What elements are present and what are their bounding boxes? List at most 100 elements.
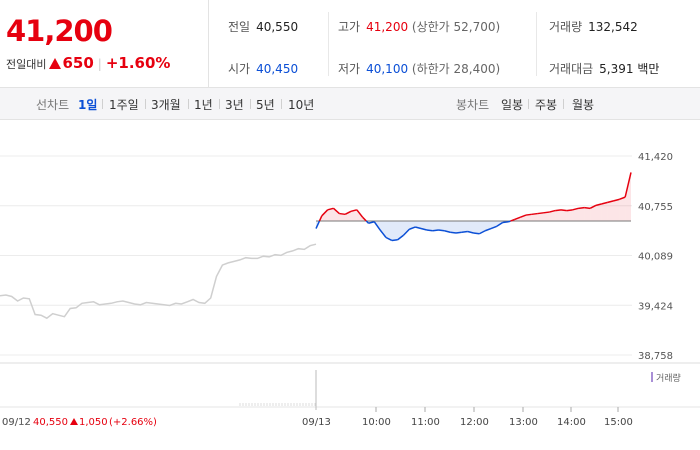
today-series-line: [537, 212, 544, 215]
today-series-fill: [543, 212, 550, 222]
today-series-line: [315, 220, 321, 229]
today-series-line: [332, 207, 340, 215]
period-3m[interactable]: 3개월: [151, 98, 181, 112]
prev-day-change: 1,050: [79, 417, 108, 428]
today-series-line: [490, 225, 498, 230]
today-series-fill: [386, 221, 392, 241]
today-series-line: [578, 206, 585, 210]
x-tick-label: 14:00: [557, 417, 586, 428]
period-5y[interactable]: 5년: [256, 98, 275, 112]
open-price: 시가 40,450: [228, 62, 299, 76]
today-series-line: [502, 221, 509, 224]
today-series-fill: [584, 207, 591, 222]
today-series-fill: [531, 213, 538, 222]
candle-monthly[interactable]: 월봉: [572, 98, 595, 112]
line-chart-label: 선차트: [36, 98, 70, 112]
today-series-fill: [321, 209, 328, 222]
today-series-line: [432, 229, 439, 232]
today-series-fill: [555, 209, 561, 222]
today-series-line: [362, 216, 367, 222]
change-amount: 650: [62, 54, 94, 72]
x-tick-label: 10:00: [362, 417, 391, 428]
today-series-fill: [590, 205, 596, 222]
today-series-line: [426, 229, 433, 232]
today-series-fill: [380, 221, 386, 238]
today-series-fill: [391, 221, 398, 241]
today-series-line: [601, 201, 608, 205]
candle-weekly[interactable]: 주봉: [535, 98, 558, 112]
today-series-line: [344, 210, 352, 215]
today-series-fill: [450, 221, 456, 233]
period-1y[interactable]: 1년: [194, 98, 213, 112]
today-series-line: [473, 232, 480, 235]
x-tick-label: 09/13: [302, 417, 331, 428]
today-series-fill: [561, 209, 567, 222]
today-series-line: [572, 207, 579, 211]
x-tick-label: 09/12: [2, 417, 31, 428]
today-series-line: [368, 221, 375, 225]
today-series-fill: [426, 221, 433, 231]
today-series-fill: [438, 221, 445, 231]
today-series-line: [397, 234, 404, 241]
volume-legend-swatch: [651, 372, 653, 382]
change-label: 전일대비: [6, 58, 47, 71]
today-series-line: [356, 209, 364, 218]
change-row: 전일대비 650 | +1.60%: [6, 54, 171, 72]
today-series-fill: [601, 202, 608, 222]
volume: 거래량 132,542: [549, 20, 638, 34]
today-series-line: [531, 212, 538, 216]
today-series-line: [409, 226, 416, 230]
today-series-line: [450, 231, 457, 234]
today-series-line: [595, 203, 603, 207]
x-tick-label: 11:00: [411, 417, 440, 428]
prev-day-close-price: 40,550: [33, 417, 68, 428]
today-series-fill: [526, 214, 532, 222]
today-series-line: [484, 227, 492, 232]
today-series-fill: [444, 221, 451, 233]
today-series-fill: [327, 208, 334, 222]
today-series-line: [555, 209, 562, 212]
today-series-fill: [613, 199, 620, 222]
today-series-line: [321, 209, 329, 217]
today-series-line: [455, 231, 462, 234]
today-series-line: [508, 220, 511, 223]
today-series-line: [391, 238, 398, 242]
today-series-line: [444, 230, 451, 233]
y-tick-label: 41,420: [638, 152, 673, 163]
today-series-fill: [479, 221, 486, 234]
today-series-line: [350, 209, 358, 213]
period-1w[interactable]: 1주일: [109, 98, 139, 112]
today-series-line: [327, 207, 334, 211]
today-series-fill: [537, 212, 544, 222]
today-series-fill: [520, 215, 526, 222]
today-series-line: [467, 230, 474, 234]
today-series-line: [420, 227, 428, 231]
today-series-fill: [461, 221, 468, 233]
today-series-line: [385, 236, 393, 242]
price-chart: 41,420 40,755 40,089 39,424 38,758 09/12 09/1…: [0, 152, 700, 428]
today-series-fill: [619, 197, 626, 222]
today-series-fill: [421, 221, 427, 231]
volume-legend: 거래량: [656, 372, 681, 384]
quote-header: 41,200 전일대비 650 | +1.60% 전일 40,550 시가 40,450 …: [0, 0, 700, 88]
y-tick-label: 39,424: [638, 301, 673, 312]
today-series-fill: [566, 209, 573, 222]
today-series-line: [318, 215, 323, 222]
today-series-line: [478, 230, 486, 235]
period-1d[interactable]: 1일: [78, 98, 98, 112]
today-series-line: [624, 172, 632, 198]
prev-close: 전일 40,550: [228, 20, 299, 34]
change-rate: +1.60%: [105, 54, 171, 72]
price-box: 41,200 전일대비 650 | +1.60%: [0, 0, 209, 88]
period-10y[interactable]: 10년: [288, 98, 315, 112]
today-series-fill: [397, 221, 404, 240]
y-tick-label: 38,758: [638, 351, 673, 362]
today-series-fill: [339, 213, 346, 222]
today-series-fill: [607, 200, 614, 222]
today-series-fill: [467, 221, 474, 233]
candle-daily[interactable]: 일봉: [501, 98, 524, 112]
today-series-line: [379, 229, 387, 238]
today-series-line: [589, 204, 597, 209]
trade-amount: 거래대금 5,391 백만: [549, 62, 660, 76]
period-3y[interactable]: 3년: [225, 98, 244, 112]
